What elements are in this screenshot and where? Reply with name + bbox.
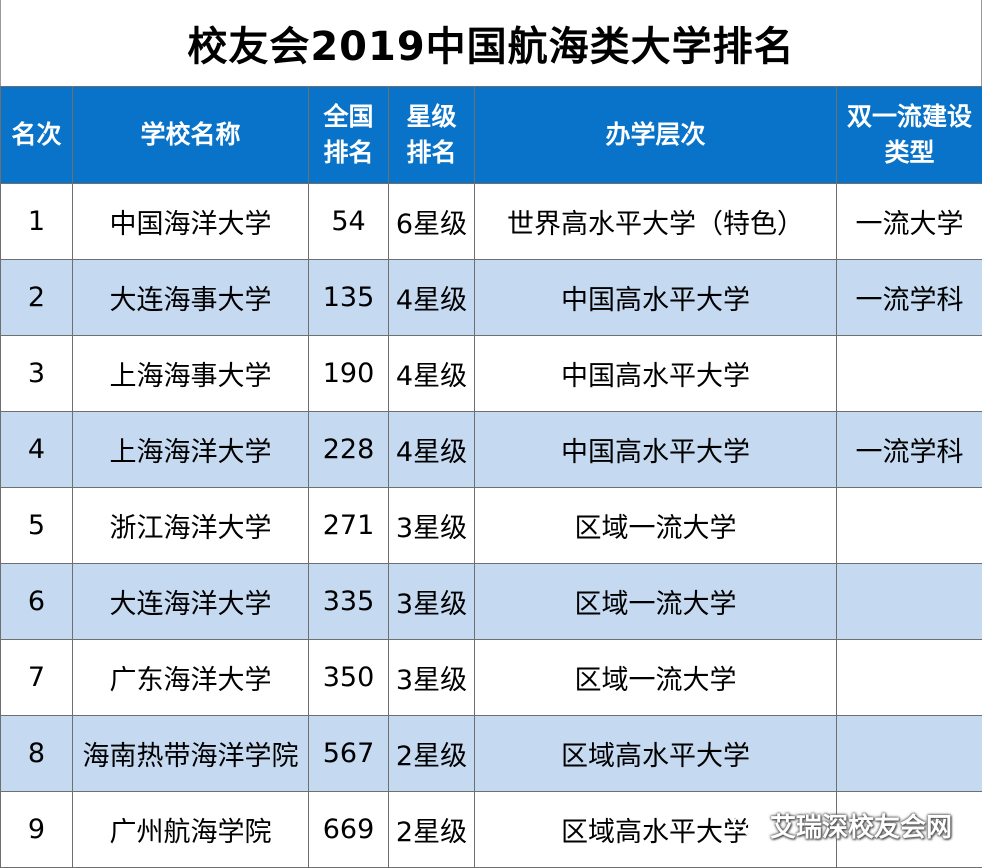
header-star-line1: 星级 [406,102,457,131]
cell-star: 3星级 [388,487,475,564]
cell-rank: 5 [0,487,73,564]
cell-national: 271 [308,487,389,564]
cell-national: 54 [308,183,389,260]
cell-national: 350 [308,639,389,716]
cell-dfc: 一流学科 [836,411,982,488]
cell-rank: 7 [0,639,73,716]
watermark: 艾瑞深校友会网 [732,807,952,844]
cell-level: 区域一流大学 [474,487,837,564]
cell-star: 4星级 [388,335,475,412]
cell-school: 广州航海学院 [72,791,309,868]
header-star-rank: 星级 排名 [388,86,475,184]
cell-school: 浙江海洋大学 [72,487,309,564]
table-row: 9 广州航海学院 669 2星级 区域高水平大学 [0,791,982,868]
cell-star: 2星级 [388,715,475,792]
cell-star: 3星级 [388,639,475,716]
cell-star: 3星级 [388,563,475,640]
cell-star: 4星级 [388,411,475,488]
header-star-line2: 排名 [406,138,457,167]
cell-dfc [836,639,982,716]
table-row: 1 中国海洋大学 54 6星级 世界高水平大学（特色） 一流大学 [0,183,982,260]
cell-star: 6星级 [388,183,475,260]
cell-star: 4星级 [388,259,475,336]
cell-national: 669 [308,791,389,868]
watermark-text: 艾瑞深校友会网 [769,813,952,843]
cell-school: 广东海洋大学 [72,639,309,716]
cell-school: 上海海洋大学 [72,411,309,488]
header-dfc-line1: 双一流建设 [846,102,972,131]
cell-national: 335 [308,563,389,640]
cell-level: 世界高水平大学（特色） [474,183,837,260]
header-double-first-class: 双一流建设 类型 [836,86,982,184]
cell-school: 大连海洋大学 [72,563,309,640]
cell-rank: 4 [0,411,73,488]
cell-dfc [836,791,982,868]
cell-school: 大连海事大学 [72,259,309,336]
cell-level: 区域高水平大学 [474,791,837,868]
header-dfc-line2: 类型 [884,138,935,167]
header-level: 办学层次 [474,86,837,184]
table-row: 6 大连海洋大学 335 3星级 区域一流大学 [0,563,982,640]
cell-rank: 2 [0,259,73,336]
table-row: 4 上海海洋大学 228 4星级 中国高水平大学 一流学科 [0,411,982,488]
cell-rank: 3 [0,335,73,412]
header-row: 名次 学校名称 全国 排名 星级 排名 办学层次 双一流建设 类型 [0,86,982,184]
cell-school: 上海海事大学 [72,335,309,412]
cell-national: 228 [308,411,389,488]
cell-national: 135 [308,259,389,336]
cell-dfc: 一流学科 [836,259,982,336]
cell-dfc [836,487,982,564]
cell-level: 中国高水平大学 [474,335,837,412]
cell-level: 中国高水平大学 [474,259,837,336]
cell-rank: 6 [0,563,73,640]
cell-rank: 9 [0,791,73,868]
cell-level: 区域高水平大学 [474,715,837,792]
cell-star: 2星级 [388,791,475,868]
cell-school: 中国海洋大学 [72,183,309,260]
ranking-table: 名次 学校名称 全国 排名 星级 排名 办学层次 双一流建设 类型 1 中国海洋大… [0,86,982,868]
table-row: 7 广东海洋大学 350 3星级 区域一流大学 [0,639,982,716]
cell-school: 海南热带海洋学院 [72,715,309,792]
page-title: 校友会2019中国航海类大学排名 [0,0,982,86]
cell-dfc [836,335,982,412]
header-rank: 名次 [0,86,73,184]
table-row: 5 浙江海洋大学 271 3星级 区域一流大学 [0,487,982,564]
cell-national: 567 [308,715,389,792]
cell-rank: 8 [0,715,73,792]
table-row: 3 上海海事大学 190 4星级 中国高水平大学 [0,335,982,412]
header-national-line1: 全国 [323,102,374,131]
cell-dfc: 一流大学 [836,183,982,260]
cell-level: 区域一流大学 [474,639,837,716]
cell-national: 190 [308,335,389,412]
cell-dfc [836,715,982,792]
wechat-icon [732,814,761,836]
cell-rank: 1 [0,183,73,260]
cell-level: 区域一流大学 [474,563,837,640]
cell-level: 中国高水平大学 [474,411,837,488]
header-national-rank: 全国 排名 [308,86,389,184]
table-row: 8 海南热带海洋学院 567 2星级 区域高水平大学 [0,715,982,792]
table-row: 2 大连海事大学 135 4星级 中国高水平大学 一流学科 [0,259,982,336]
header-school: 学校名称 [72,86,309,184]
cell-dfc [836,563,982,640]
header-national-line2: 排名 [323,138,374,167]
